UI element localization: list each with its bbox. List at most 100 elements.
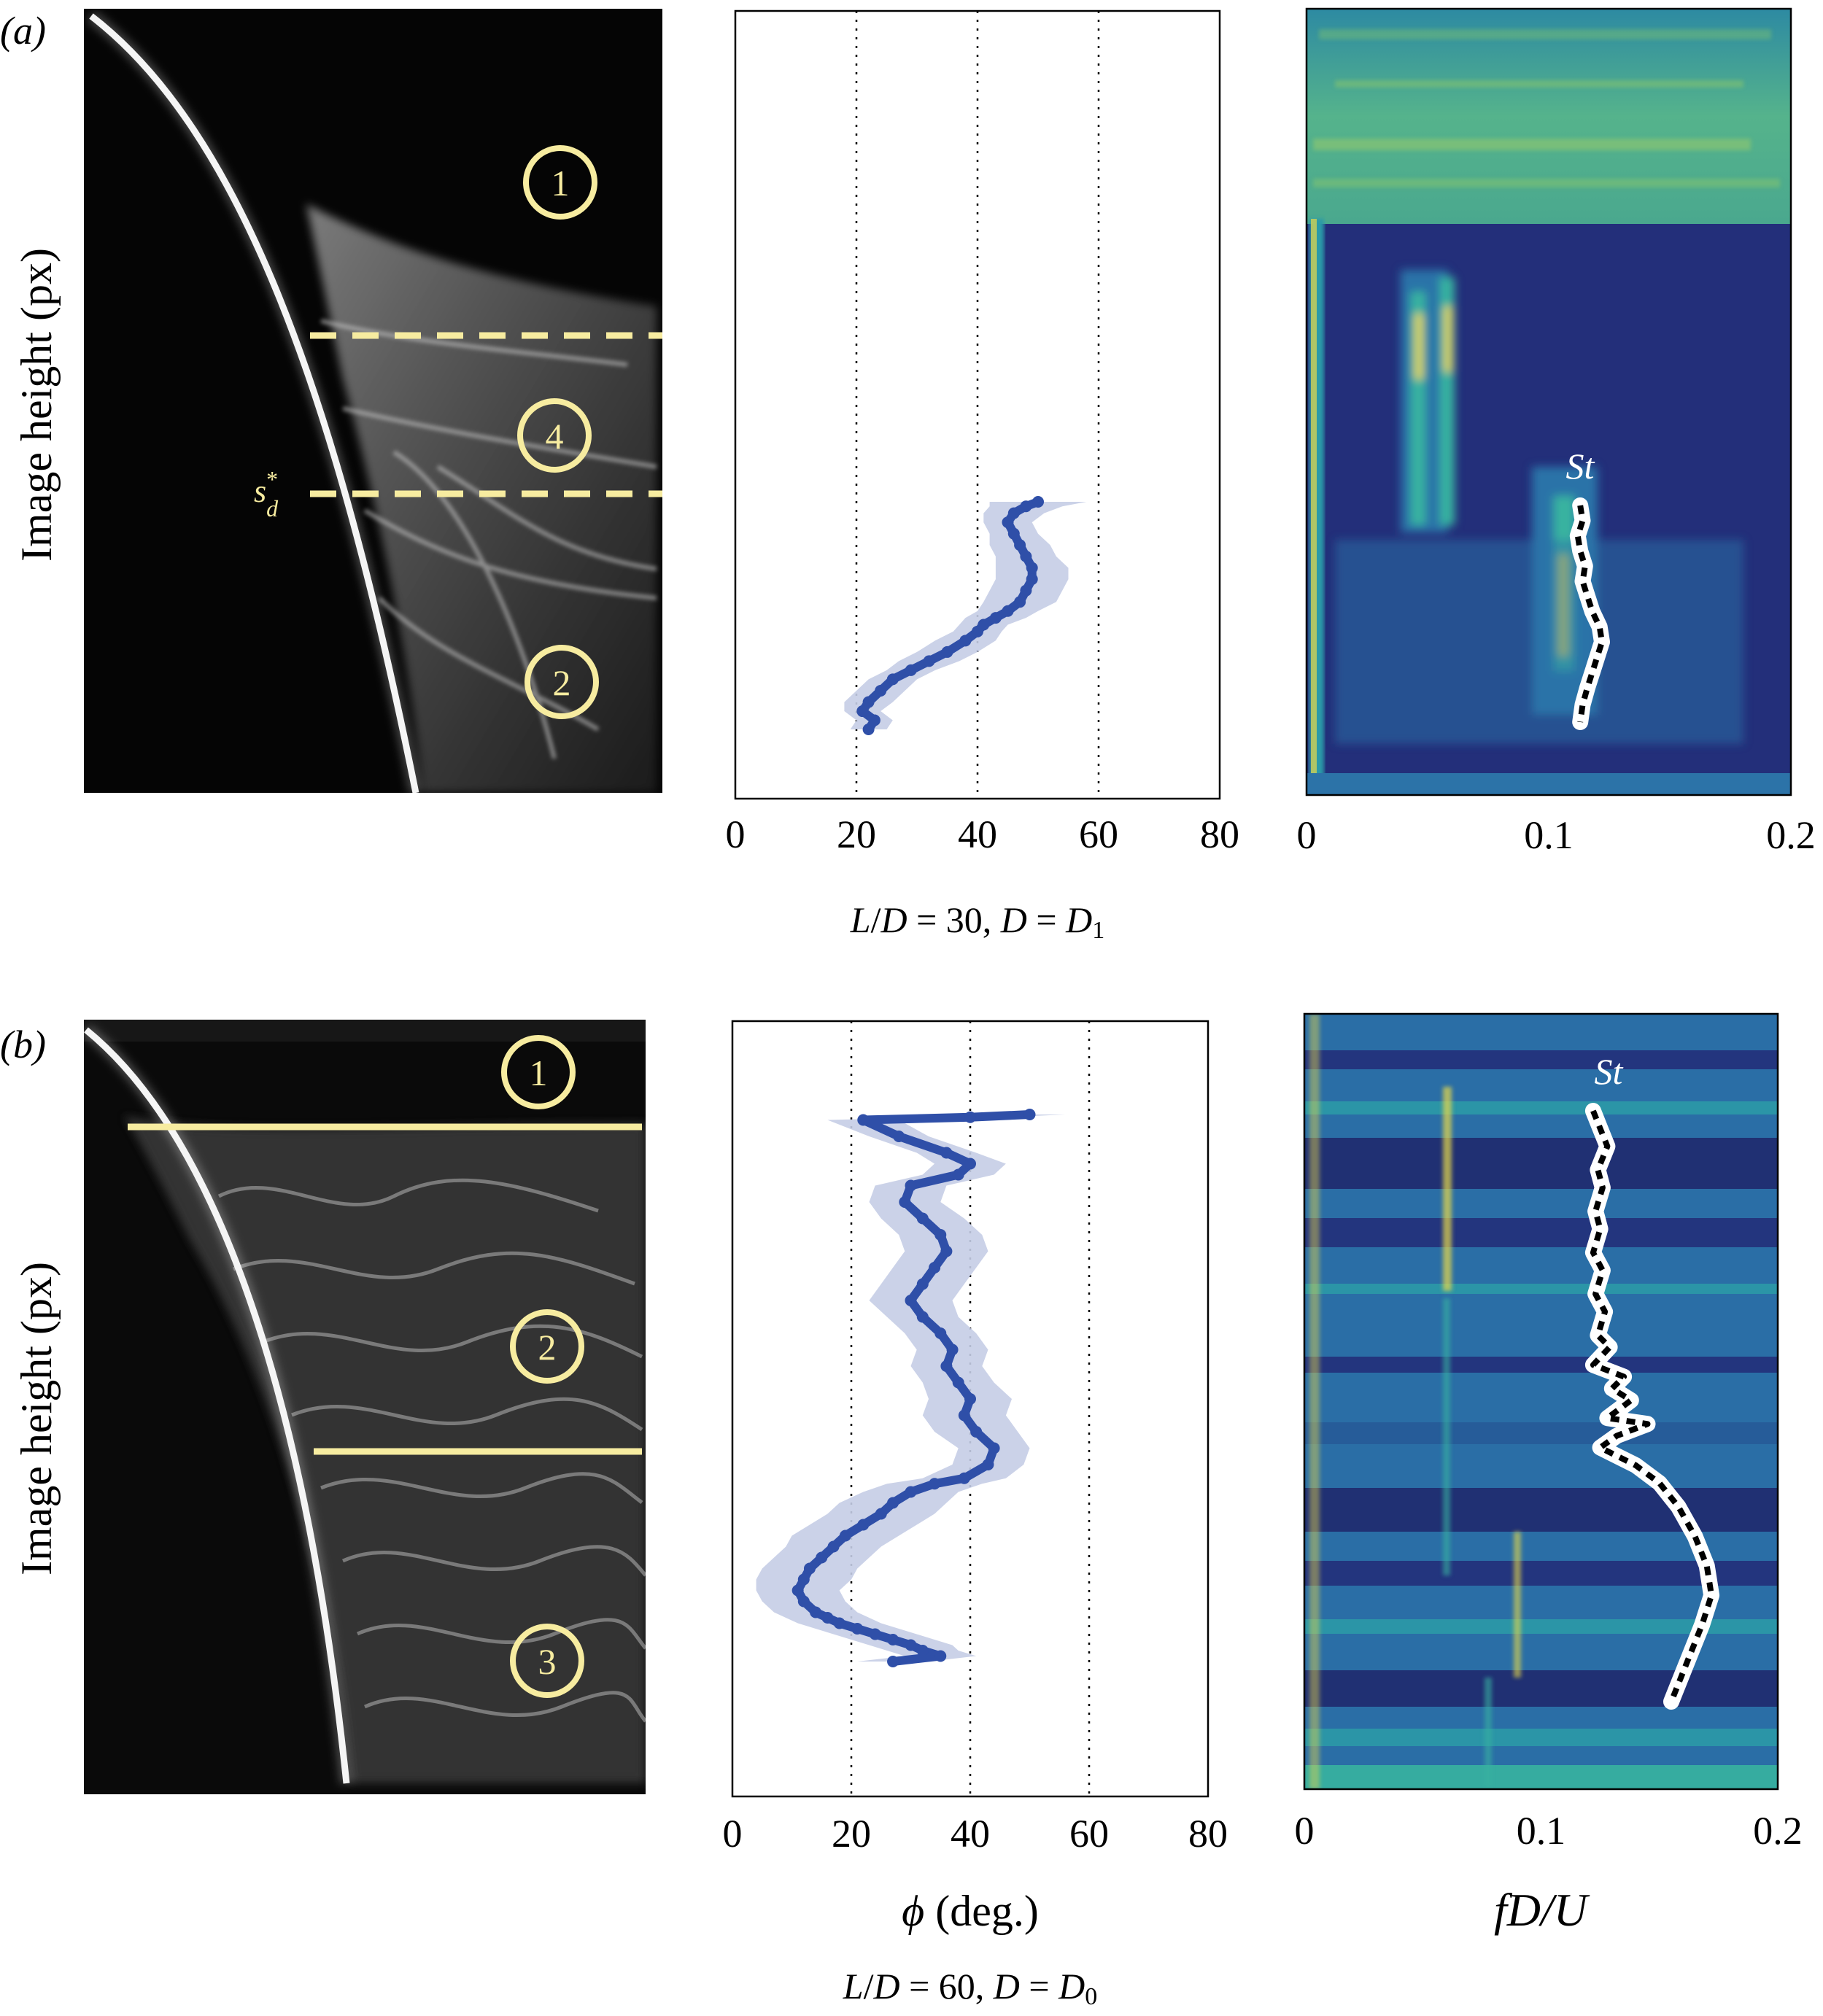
- phi-point: [875, 684, 887, 697]
- phi-point: [964, 1393, 976, 1405]
- phi-point: [862, 696, 875, 708]
- phi-point: [1002, 516, 1014, 529]
- phi-point: [934, 1229, 947, 1241]
- phi-point: [1026, 562, 1038, 574]
- phi-point: [816, 1551, 828, 1564]
- x-tick-label: 0.1: [1517, 1809, 1566, 1853]
- flow-photo-b: [84, 1020, 646, 1794]
- region-badge-b2: 2: [510, 1309, 584, 1384]
- phi-point: [940, 1147, 953, 1159]
- phi-point: [1014, 596, 1026, 608]
- phi-point: [972, 625, 983, 637]
- st-curve-dashed: [1590, 1109, 1715, 1703]
- phi-point: [887, 1634, 899, 1645]
- phi-point: [833, 1617, 845, 1629]
- phi-point: [982, 1459, 994, 1470]
- row-b: (b) Image height (px) 1 2 3: [0, 1012, 1803, 2010]
- x-tick-label: 40: [951, 1812, 990, 1856]
- panel-label-b: (b): [0, 1023, 46, 1066]
- svg-text:4: 4: [546, 416, 564, 457]
- phi-point: [959, 635, 972, 647]
- phi-point: [887, 1656, 899, 1667]
- phi-point: [929, 1478, 941, 1490]
- phi-point: [893, 1131, 905, 1142]
- uncertainty-band: [756, 1114, 1066, 1662]
- phi-point: [1023, 1109, 1036, 1120]
- sd-star-label: s* d: [254, 466, 279, 522]
- phi-point: [905, 1179, 917, 1192]
- x-tick-label: 20: [832, 1812, 871, 1856]
- phi-point: [1020, 500, 1032, 513]
- phi-point: [916, 1645, 929, 1656]
- phi-point: [1007, 527, 1020, 540]
- xlabel-freq: fD/U: [1494, 1884, 1590, 1936]
- phi-point: [1007, 507, 1020, 519]
- phi-point: [970, 1426, 983, 1438]
- phi-point: [923, 655, 935, 667]
- spectrogram-frame-b: [1303, 1012, 1779, 1791]
- phi-point: [905, 1295, 917, 1306]
- phi-point: [857, 1519, 870, 1531]
- phi-point: [916, 1278, 929, 1290]
- row-a: (a) Image height (px) 1 4 2: [0, 7, 1816, 944]
- phi-point: [929, 1262, 941, 1273]
- x-tick-label: 80: [1200, 813, 1239, 856]
- phi-point: [1002, 605, 1014, 617]
- x-tick-label: 0: [723, 1812, 743, 1856]
- phi-plot-b: [731, 1020, 1209, 1798]
- x-tick-label: 0: [1297, 813, 1317, 857]
- phi-plot-a: [734, 9, 1221, 800]
- x-tick-label: 20: [837, 813, 876, 856]
- phi-point: [946, 1344, 959, 1356]
- eddy-texture-b: [217, 1178, 646, 1723]
- ylabel-b: Image height (px): [12, 1262, 61, 1575]
- x-tick-label: 0.2: [1766, 813, 1816, 857]
- phi-point: [905, 1639, 917, 1651]
- phi-point: [868, 714, 880, 726]
- spectrum-horizontal-bands-b: [1304, 1050, 1778, 1789]
- region-markers-a: 1 4 2 s* d: [254, 145, 662, 719]
- caption-a: L/D = 30, D = D1: [850, 899, 1104, 944]
- phi-point: [1014, 539, 1026, 551]
- region-badge-2: 2: [525, 645, 599, 719]
- phi-point: [989, 612, 1002, 624]
- phi-point: [905, 1486, 917, 1498]
- st-label-b: St: [1595, 1051, 1624, 1092]
- svg-text:1: 1: [530, 1052, 548, 1093]
- phi-point: [952, 1376, 964, 1389]
- phi-point: [958, 1409, 970, 1422]
- spectrogram-frame-a: [1305, 7, 1792, 796]
- phi-point: [988, 1442, 1000, 1454]
- phi-point: [869, 1628, 881, 1640]
- svg-text:3: 3: [538, 1641, 557, 1682]
- svg-text:2: 2: [553, 662, 571, 703]
- region-badge-4: 4: [517, 398, 592, 473]
- phi-point: [821, 1612, 834, 1624]
- smoke-streaks-a: [320, 319, 657, 759]
- st-curve-dashed: [1574, 505, 1605, 723]
- phi-point: [958, 1472, 970, 1484]
- x-tick-label: 0: [726, 813, 746, 856]
- st-curve-a: [1569, 497, 1610, 730]
- xlabel-phi: ϕ (deg.): [902, 1887, 1039, 1935]
- x-tick-label: 0: [1295, 1809, 1315, 1853]
- ylabel-a: Image height (px): [12, 248, 61, 562]
- spectrum-vertical-streaks-b: [1309, 1014, 1521, 1789]
- phi-point: [797, 1595, 810, 1608]
- phi-point: [940, 1360, 953, 1372]
- phi-point: [940, 1245, 953, 1257]
- region-markers-b: 1 2 3: [128, 1035, 642, 1698]
- phi-point: [1026, 573, 1038, 586]
- phi-point: [964, 1111, 976, 1123]
- spectrogram-a: St 0 0.1 0.2: [1297, 7, 1816, 857]
- smoke-photo-a: [84, 9, 662, 793]
- st-curve-b: [1584, 1103, 1720, 1710]
- phi-point: [952, 1168, 964, 1181]
- phi-point: [797, 1573, 810, 1586]
- panel-label-a: (a): [0, 9, 46, 53]
- region-badge-b1: 1: [501, 1035, 576, 1109]
- caption-b: L/D = 60, D = D0: [843, 1966, 1097, 2010]
- spectrum-noise-band-a: [1307, 9, 1791, 224]
- phi-point: [1032, 496, 1044, 508]
